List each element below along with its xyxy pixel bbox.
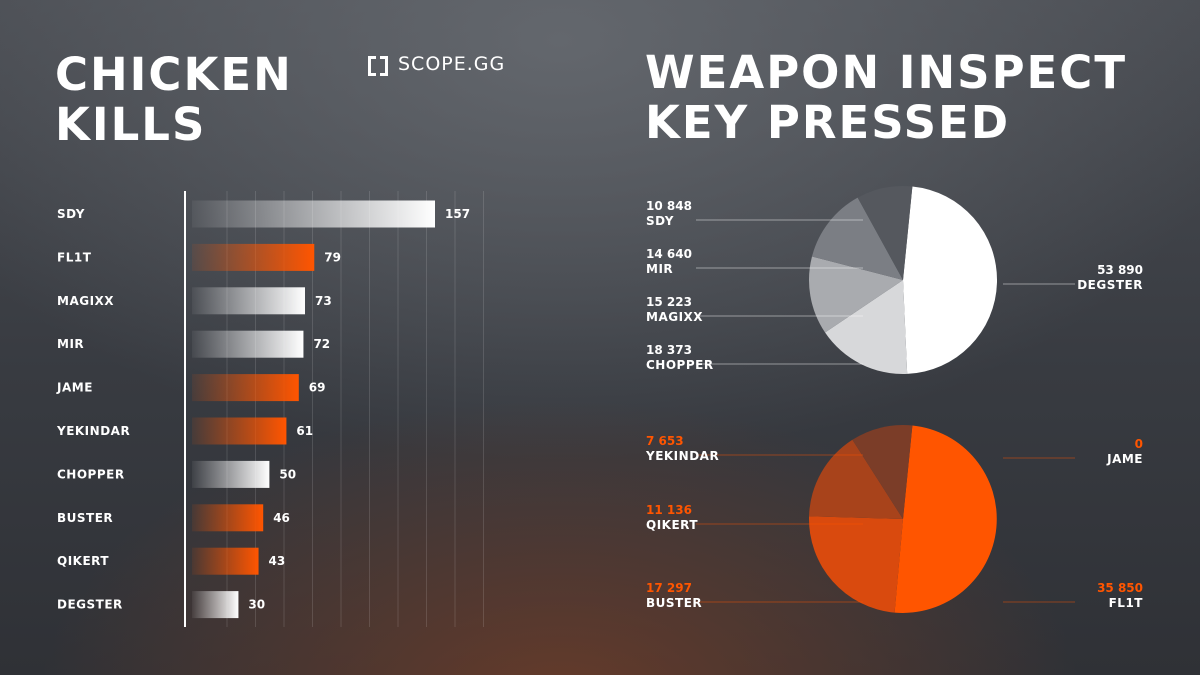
bar-label: MAGIXX	[57, 294, 114, 308]
pie-slice	[812, 197, 903, 280]
pie-slice	[894, 425, 997, 613]
bar-value-label: 72	[313, 337, 330, 351]
pie-value-label: 18 373	[646, 343, 692, 357]
pie-value-label: 10 848	[646, 199, 692, 213]
weapon-inspect-title: WEAPON INSPECT KEY PRESSED	[645, 46, 1128, 149]
bar-value-label: 43	[269, 554, 286, 568]
pie-slice	[903, 186, 998, 374]
pie-slice	[809, 439, 903, 519]
bar-label: SDY	[57, 207, 85, 221]
bar	[192, 287, 305, 315]
logo-text: SCOPE.GG	[398, 53, 506, 75]
bar-label: BUSTER	[57, 511, 113, 525]
bar-value-label: 79	[324, 250, 341, 264]
chicken-kills-title: CHICKEN KILLS	[55, 48, 293, 151]
pie-value-label: 35 850	[1097, 581, 1143, 595]
pie-name-label: FL1T	[1109, 596, 1144, 610]
bar-label: DEGSTER	[57, 598, 123, 612]
bar-value-label: 46	[273, 511, 290, 525]
pie-name-label: SDY	[646, 214, 674, 228]
bar-value-label: 61	[296, 424, 313, 438]
pie-value-label: 17 297	[646, 581, 692, 595]
bar	[192, 243, 315, 271]
bar-label: YEKINDAR	[56, 424, 130, 438]
pie-name-label: JAME	[1106, 452, 1143, 466]
bar	[192, 330, 304, 358]
bar	[192, 200, 435, 228]
bar-value-label: 69	[309, 381, 326, 395]
pie-value-label: 53 890	[1097, 263, 1143, 277]
bar-value-label: 157	[445, 207, 470, 221]
bar	[192, 417, 287, 445]
pie-value-label: 0	[1135, 437, 1143, 451]
bar-label: QIKERT	[57, 554, 109, 568]
pie-slice	[809, 256, 903, 333]
bar	[192, 547, 259, 575]
pie-slice	[852, 425, 913, 519]
pie-name-label: MAGIXX	[646, 310, 703, 324]
bar	[192, 504, 264, 532]
pie-name-label: YEKINDAR	[645, 449, 719, 463]
pie-value-label: 7 653	[646, 434, 684, 448]
bar	[192, 460, 270, 488]
bar-value-label: 73	[315, 294, 332, 308]
bar-value-label: 50	[279, 467, 296, 481]
pie-name-label: MIR	[646, 262, 673, 276]
bar-label: FL1T	[57, 250, 92, 264]
pie-slice	[857, 186, 913, 280]
bar-label: JAME	[56, 381, 93, 395]
pie-value-label: 11 136	[646, 503, 692, 517]
bar-value-label: 30	[248, 598, 265, 612]
pie-name-label: DEGSTER	[1077, 278, 1143, 292]
bracket-icon	[368, 54, 388, 76]
bar	[192, 374, 299, 402]
pie-name-label: QIKERT	[646, 518, 698, 532]
bar	[192, 591, 239, 619]
bar-label: CHOPPER	[57, 467, 125, 481]
pie-value-label: 14 640	[646, 247, 692, 261]
pie-value-label: 15 223	[646, 295, 692, 309]
pie-name-label: BUSTER	[646, 596, 702, 610]
pie-name-label: CHOPPER	[646, 358, 714, 372]
pie-slice	[808, 516, 903, 613]
pie-slice	[825, 280, 908, 375]
bar-label: MIR	[57, 337, 84, 351]
scope-gg-logo: SCOPE.GG	[368, 52, 505, 76]
